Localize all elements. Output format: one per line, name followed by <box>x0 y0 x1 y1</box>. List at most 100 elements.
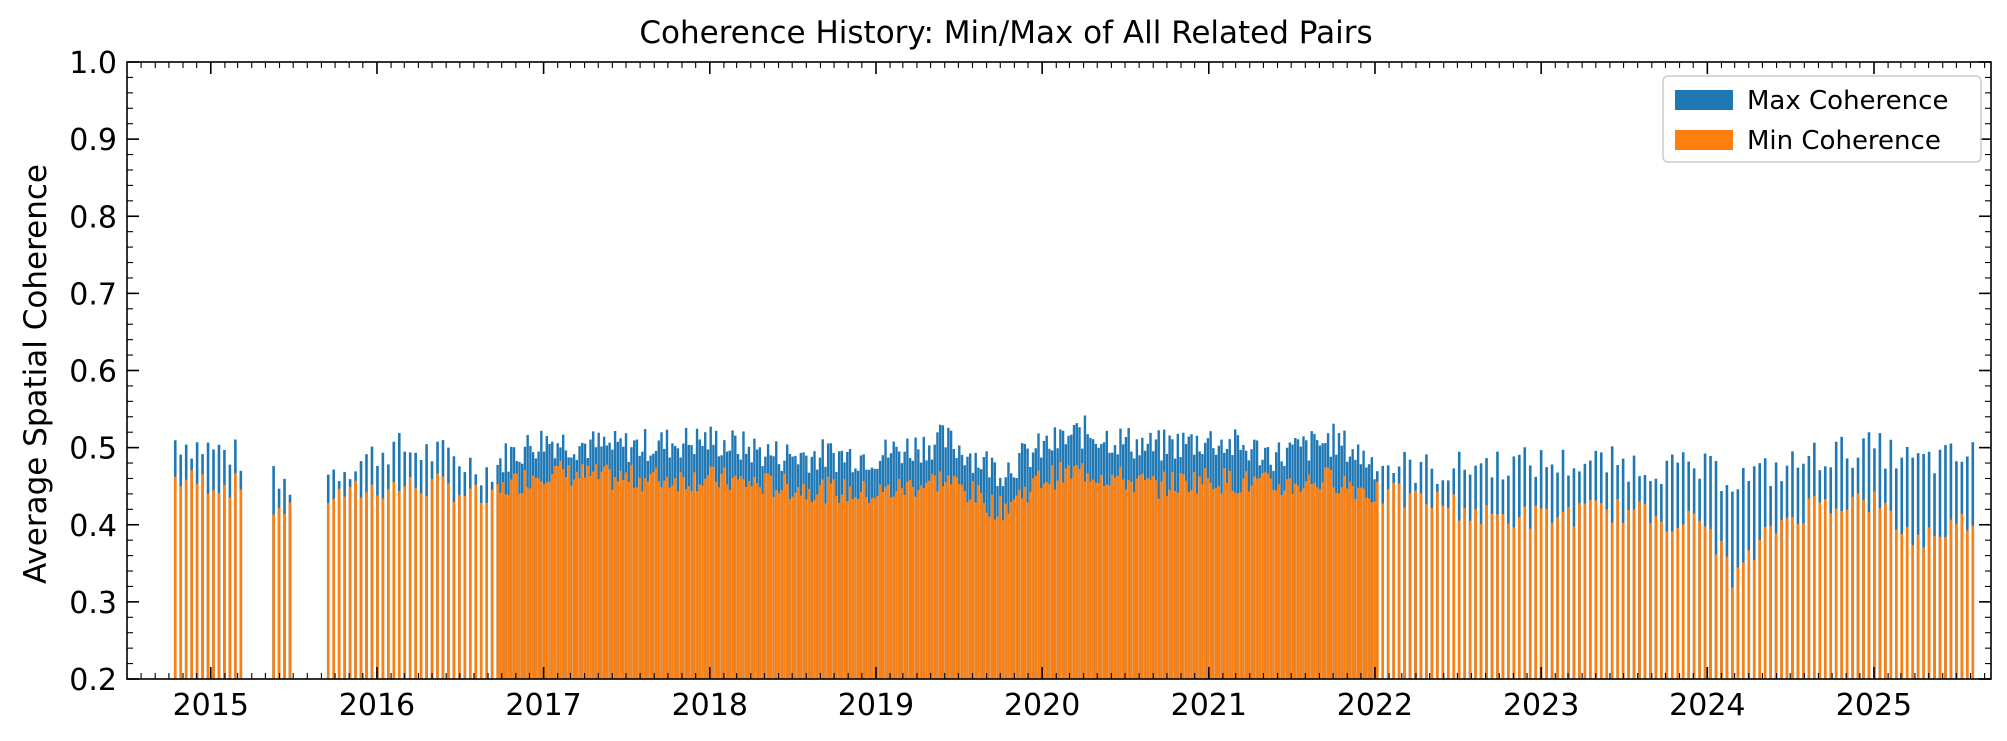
min-coherence-bar <box>592 471 595 679</box>
min-coherence-bar <box>1206 478 1210 679</box>
min-coherence-bar <box>1102 485 1106 679</box>
min-coherence-bar <box>917 490 920 679</box>
min-coherence-bar <box>1430 507 1434 679</box>
min-coherence-bar <box>1485 505 1488 679</box>
min-coherence-bar <box>1097 483 1100 679</box>
min-coherence-bar <box>780 490 783 679</box>
min-coherence-bar <box>529 488 532 679</box>
min-coherence-bar <box>1326 467 1330 679</box>
min-coherence-bar <box>376 495 379 679</box>
min-coherence-bar <box>1291 493 1294 679</box>
min-coherence-bar <box>608 469 611 679</box>
min-coherence-bar <box>217 493 221 679</box>
min-coherence-bar <box>515 473 518 679</box>
x-tick-label: 2025 <box>1836 688 1912 723</box>
min-coherence-bar <box>1752 559 1756 679</box>
y-tick-label: 0.2 <box>69 663 117 698</box>
min-coherence-bar <box>1840 511 1843 679</box>
min-coherence-bar <box>408 477 412 679</box>
x-tick-label: 2021 <box>1171 688 1247 723</box>
min-coherence-bar <box>1791 516 1794 679</box>
min-coherence-bar <box>663 480 666 679</box>
min-coherence-bar <box>897 478 901 679</box>
min-coherence-bar <box>1187 492 1190 679</box>
min-coherence-bar <box>1261 472 1264 679</box>
min-coherence-bar <box>1649 523 1652 679</box>
min-coherence-bar <box>1001 520 1005 679</box>
min-coherence-bar <box>1561 511 1565 679</box>
min-coherence-bar <box>228 497 232 679</box>
min-coherence-bar <box>1834 508 1838 679</box>
min-coherence-bar <box>1356 487 1360 679</box>
min-coherence-bar <box>1851 496 1854 679</box>
min-coherence-bar <box>239 489 243 679</box>
min-coherence-bar <box>1474 509 1477 679</box>
min-coherence-bar <box>1217 485 1221 679</box>
min-coherence-bar <box>698 484 701 679</box>
y-tick-label: 0.4 <box>69 509 117 544</box>
min-coherence-bar <box>1944 536 1947 679</box>
min-coherence-bar <box>1209 482 1212 679</box>
min-coherence-bar <box>1083 481 1087 679</box>
min-coherence-bar <box>1056 480 1059 679</box>
min-coherence-bar <box>485 502 488 679</box>
min-coherence-bar <box>1703 526 1707 679</box>
min-coherence-bar <box>1512 527 1516 679</box>
min-coherence-bar <box>958 484 961 679</box>
min-coherence-bar <box>990 494 994 679</box>
min-coherence-bar <box>1321 482 1324 679</box>
min-coherence-bar <box>1018 490 1021 679</box>
min-coherence-bar <box>865 497 868 679</box>
min-coherence-bar <box>1315 487 1319 679</box>
min-coherence-bar <box>843 479 846 679</box>
min-coherence-bar <box>1381 503 1385 679</box>
min-coherence-bar <box>551 474 554 679</box>
min-coherence-bar <box>952 475 956 679</box>
min-coherence-bar <box>1621 522 1625 679</box>
min-coherence-bar <box>1829 513 1833 679</box>
min-coherence-bar <box>1135 478 1139 679</box>
min-coherence-bar <box>1154 480 1158 679</box>
min-coherence-bar <box>510 479 513 679</box>
min-coherence-bar <box>1346 488 1349 679</box>
min-coherence-bar <box>911 486 915 679</box>
min-coherence-bar <box>859 491 863 679</box>
min-coherence-bar <box>370 484 374 679</box>
y-tick-label: 0.9 <box>69 123 117 158</box>
min-coherence-bar <box>794 492 797 679</box>
min-coherence-bar <box>1807 498 1811 679</box>
min-coherence-bar <box>723 467 726 679</box>
min-coherence-bar <box>1610 522 1614 679</box>
min-coherence-bar <box>1660 521 1663 679</box>
min-coherence-bar <box>892 496 895 679</box>
min-coherence-bar <box>867 502 871 679</box>
min-coherence-bar <box>775 490 778 679</box>
min-coherence-bar <box>201 474 204 679</box>
min-coherence-bar <box>1157 498 1160 679</box>
y-tick-label: 0.3 <box>69 586 117 621</box>
min-coherence-bar <box>821 479 824 679</box>
min-coherence-bar <box>1528 528 1532 679</box>
min-coherence-bar <box>1007 513 1010 679</box>
min-coherence-bar <box>1228 470 1231 679</box>
min-coherence-bar <box>1165 496 1169 679</box>
min-coherence-bar <box>414 487 417 679</box>
min-coherence-bar <box>512 473 516 679</box>
min-coherence-bar <box>499 492 502 679</box>
min-coherence-bar <box>441 476 445 679</box>
min-coherence-bar <box>936 491 939 679</box>
min-coherence-bar <box>1572 526 1576 679</box>
min-coherence-bar <box>832 479 835 679</box>
min-coherence-bar <box>706 475 710 679</box>
min-coherence-bar <box>837 502 841 679</box>
min-coherence-bar <box>1386 489 1390 679</box>
min-coherence-bar <box>1714 554 1718 679</box>
min-coherence-bar <box>619 470 622 679</box>
min-coherence-bar <box>1105 484 1109 679</box>
min-coherence-bar <box>725 484 729 679</box>
min-coherence-bar <box>479 502 483 679</box>
min-coherence-bar <box>1802 523 1805 679</box>
min-coherence-bar <box>430 478 434 679</box>
min-coherence-bar <box>1266 473 1270 679</box>
